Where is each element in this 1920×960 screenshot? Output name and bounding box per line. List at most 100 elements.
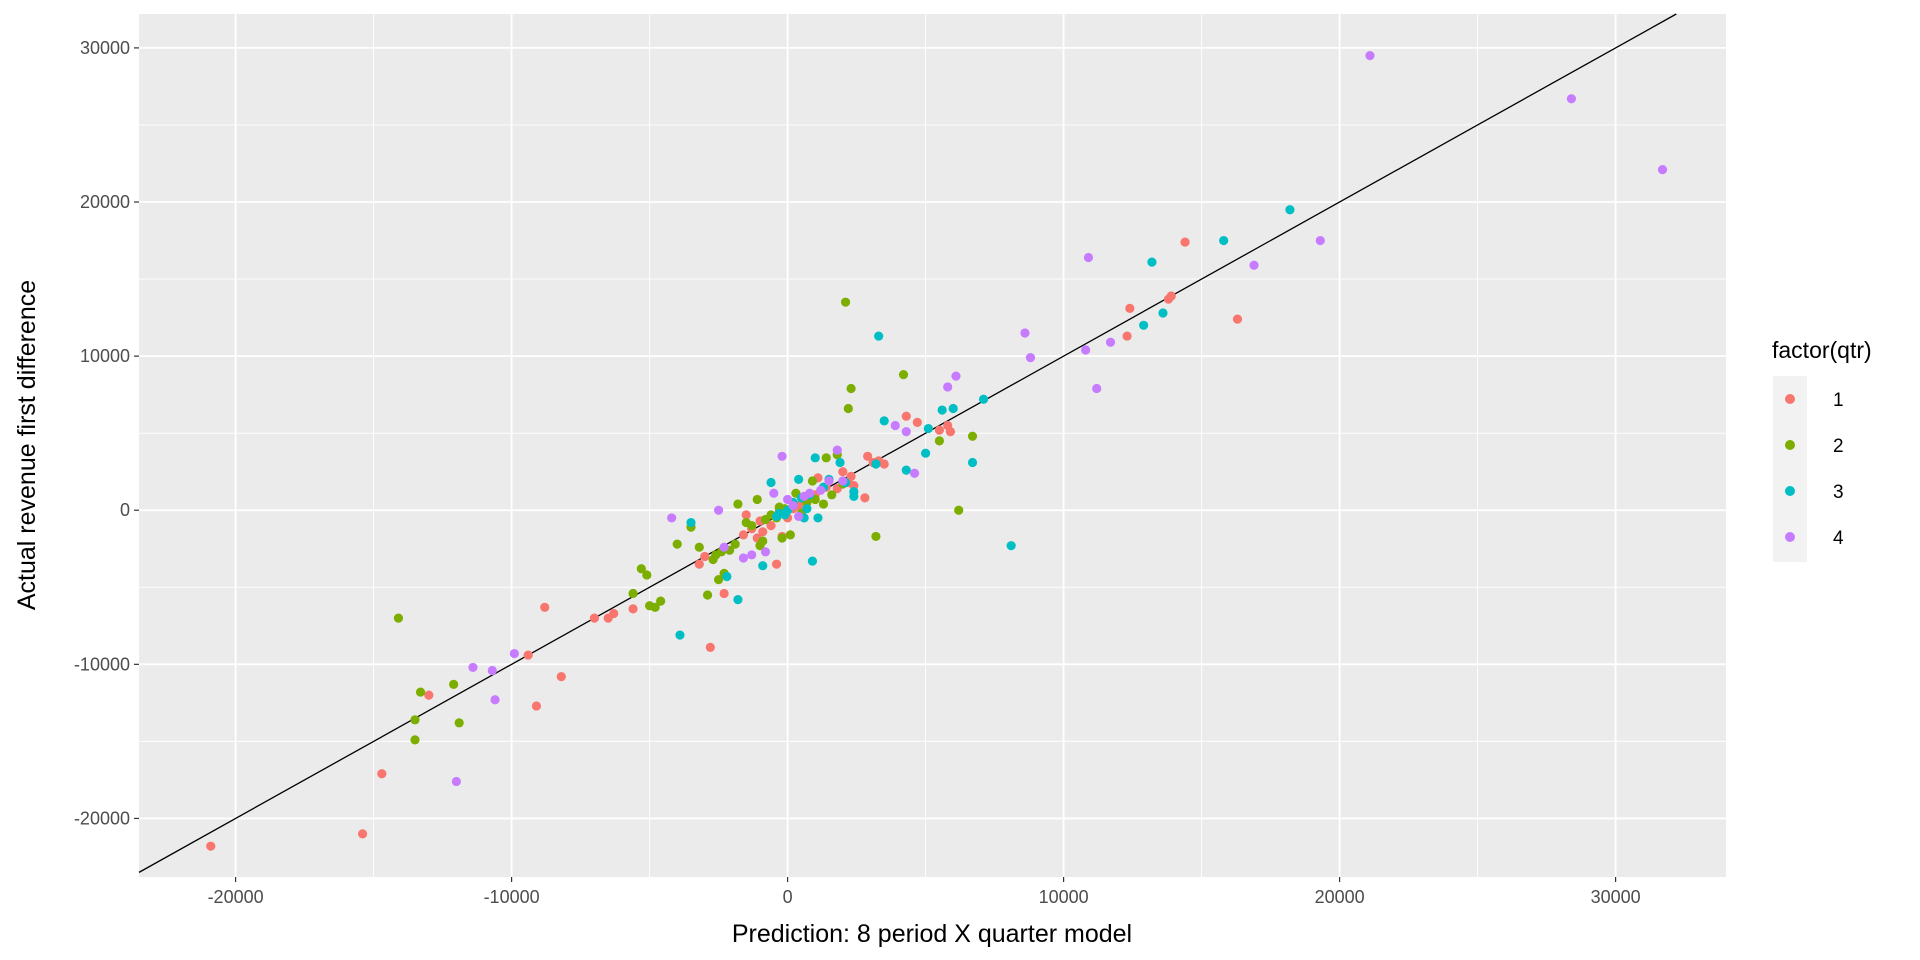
data-point-qtr-1 bbox=[879, 459, 889, 469]
data-point-qtr-3 bbox=[802, 504, 812, 514]
data-point-qtr-1 bbox=[771, 559, 782, 569]
data-point-qtr-1 bbox=[838, 467, 848, 477]
data-point-qtr-4 bbox=[747, 550, 757, 560]
data-point-qtr-3 bbox=[810, 453, 820, 463]
data-point-qtr-4 bbox=[788, 501, 798, 511]
data-point-qtr-3 bbox=[835, 457, 845, 468]
data-point-qtr-3 bbox=[1158, 308, 1168, 318]
data-point-qtr-4 bbox=[783, 494, 793, 505]
legend-key-background bbox=[1773, 376, 1807, 562]
data-point-qtr-4 bbox=[719, 542, 729, 552]
data-point-qtr-3 bbox=[849, 487, 859, 497]
data-point-qtr-3 bbox=[675, 630, 685, 640]
data-point-qtr-1 bbox=[424, 690, 434, 700]
data-point-qtr-3 bbox=[901, 465, 911, 475]
data-point-qtr-2 bbox=[410, 735, 420, 745]
data-point-qtr-2 bbox=[650, 602, 660, 612]
legend-label-4: 4 bbox=[1833, 528, 1844, 549]
data-point-qtr-4 bbox=[760, 547, 771, 557]
data-point-qtr-4 bbox=[1105, 337, 1116, 347]
legend-label-3: 3 bbox=[1833, 482, 1844, 503]
data-point-qtr-2 bbox=[785, 530, 795, 540]
legend-title: factor(qtr) bbox=[1772, 337, 1872, 363]
y-tick-label: -20000 bbox=[74, 808, 130, 828]
data-point-qtr-4 bbox=[901, 427, 911, 437]
data-point-qtr-4 bbox=[1365, 51, 1375, 61]
data-point-qtr-2 bbox=[747, 521, 757, 531]
data-point-qtr-4 bbox=[451, 776, 461, 787]
data-point-qtr-1 bbox=[523, 650, 533, 660]
legend-key-3 bbox=[1785, 486, 1795, 496]
data-point-qtr-3 bbox=[807, 556, 818, 566]
data-point-qtr-2 bbox=[454, 718, 464, 728]
data-point-qtr-2 bbox=[934, 436, 945, 446]
x-tick-label: -10000 bbox=[484, 887, 540, 907]
data-point-qtr-1 bbox=[1125, 303, 1135, 313]
data-point-qtr-1 bbox=[206, 841, 216, 851]
data-point-qtr-4 bbox=[1020, 328, 1030, 338]
data-point-qtr-4 bbox=[714, 505, 724, 515]
x-axis-ticks: -20000 -10000 0 10000 20000 30000 bbox=[208, 877, 1641, 907]
data-point-qtr-3 bbox=[733, 595, 743, 605]
data-point-qtr-4 bbox=[509, 648, 519, 659]
data-point-qtr-3 bbox=[923, 423, 933, 434]
data-point-qtr-2 bbox=[954, 505, 964, 515]
legend-label-1: 1 bbox=[1833, 390, 1844, 411]
legend-key-2 bbox=[1785, 440, 1795, 450]
data-point-qtr-1 bbox=[719, 588, 729, 599]
data-point-qtr-1 bbox=[377, 769, 387, 779]
data-point-qtr-1 bbox=[609, 608, 619, 619]
x-tick-label: 0 bbox=[783, 887, 793, 907]
data-point-qtr-1 bbox=[912, 417, 922, 427]
data-point-qtr-4 bbox=[1657, 165, 1668, 175]
data-point-qtr-3 bbox=[967, 457, 978, 468]
data-point-qtr-4 bbox=[667, 513, 677, 523]
x-tick-label: 20000 bbox=[1315, 887, 1365, 907]
data-point-qtr-2 bbox=[628, 588, 638, 599]
data-point-qtr-3 bbox=[1147, 257, 1157, 267]
data-point-qtr-2 bbox=[807, 476, 818, 486]
data-point-qtr-3 bbox=[813, 513, 823, 523]
data-point-qtr-1 bbox=[860, 493, 870, 503]
data-points bbox=[206, 51, 1668, 851]
minor-grid bbox=[139, 14, 1726, 877]
data-point-qtr-4 bbox=[1249, 260, 1259, 270]
data-point-qtr-3 bbox=[758, 561, 768, 571]
data-point-qtr-2 bbox=[672, 539, 682, 549]
data-point-qtr-1 bbox=[758, 527, 768, 537]
data-point-qtr-3 bbox=[1006, 541, 1016, 551]
data-point-qtr-2 bbox=[393, 613, 404, 623]
data-point-qtr-1 bbox=[738, 530, 749, 540]
y-tick-label: 0 bbox=[120, 500, 130, 520]
data-point-qtr-1 bbox=[540, 602, 550, 612]
data-point-qtr-4 bbox=[777, 451, 787, 461]
data-point-qtr-4 bbox=[1025, 353, 1036, 363]
data-point-qtr-1 bbox=[1166, 291, 1176, 301]
data-point-qtr-3 bbox=[921, 448, 931, 458]
data-point-qtr-2 bbox=[702, 590, 713, 600]
x-tick-label: 30000 bbox=[1591, 887, 1641, 907]
y-axis-ticks: -20000 -10000 0 10000 20000 30000 bbox=[74, 38, 139, 828]
data-point-qtr-3 bbox=[686, 517, 696, 528]
data-point-qtr-1 bbox=[556, 672, 566, 682]
data-point-qtr-4 bbox=[468, 662, 478, 673]
data-point-qtr-3 bbox=[871, 459, 881, 469]
data-point-qtr-1 bbox=[357, 829, 368, 839]
data-point-qtr-2 bbox=[827, 490, 837, 500]
data-point-qtr-2 bbox=[714, 574, 724, 585]
y-tick-label: 20000 bbox=[80, 192, 130, 212]
data-point-qtr-4 bbox=[1566, 94, 1577, 104]
data-point-qtr-1 bbox=[589, 613, 600, 623]
data-point-qtr-4 bbox=[1092, 383, 1102, 394]
data-point-qtr-3 bbox=[879, 416, 889, 426]
legend-label-2: 2 bbox=[1833, 436, 1844, 457]
data-point-qtr-2 bbox=[871, 531, 881, 542]
data-point-qtr-4 bbox=[769, 488, 779, 498]
data-point-qtr-1 bbox=[846, 471, 856, 481]
data-point-qtr-2 bbox=[410, 715, 420, 725]
data-point-qtr-2 bbox=[846, 383, 856, 394]
y-tick-label: 10000 bbox=[80, 346, 130, 366]
data-point-qtr-4 bbox=[943, 382, 953, 392]
data-point-qtr-2 bbox=[733, 499, 743, 509]
